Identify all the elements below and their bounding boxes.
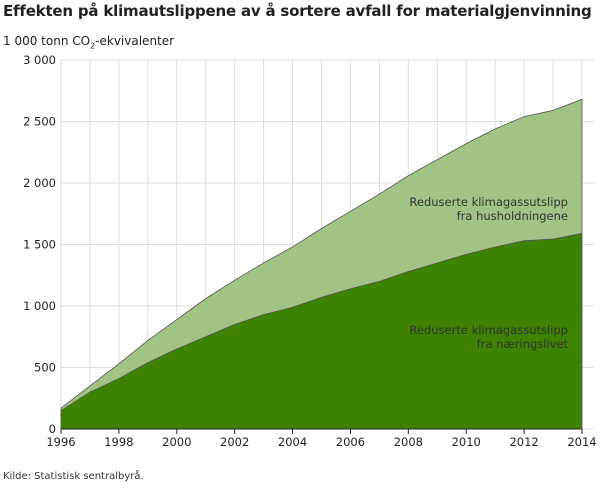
source-note: Kilde: Statistisk sentralbyrå.: [3, 471, 144, 482]
series-label: Reduserte klimagassutslipp: [409, 195, 568, 209]
y-tick-label: 1 000: [23, 299, 56, 313]
y-tick-label: 500: [34, 361, 56, 375]
x-tick-label: 2006: [336, 435, 365, 449]
x-tick-label: 2010: [452, 435, 481, 449]
y-tick-label: 0: [49, 422, 56, 436]
y-tick-label: 3 000: [23, 53, 56, 67]
y-tick-label: 2 000: [23, 176, 56, 190]
y-axis-unit: 1 000 tonn CO2-ekvivalenter: [3, 34, 174, 50]
area-chart: 0 500 1 000 1 500 2 000 2 500 3 000 1996 1998 200…: [23, 53, 597, 449]
series-label: fra næringslivet: [477, 337, 569, 351]
x-tick-label: 2012: [509, 435, 538, 449]
series-label: Reduserte klimagassutslipp: [409, 323, 568, 337]
y-tick-label: 1 500: [23, 238, 56, 252]
x-tick-label: 2002: [220, 435, 249, 449]
area-series-households: [60, 98, 583, 412]
unit-prefix: 1 000 tonn CO: [3, 34, 91, 48]
x-tick-label: 2014: [567, 435, 596, 449]
series-label: fra husholdningene: [457, 209, 568, 223]
x-tick-label: 1998: [104, 435, 133, 449]
x-tick-label: 1996: [46, 435, 75, 449]
unit-suffix: -ekvivalenter: [95, 34, 175, 48]
x-tick-label: 2008: [394, 435, 423, 449]
chart-title: Effekten på klimautslippene av å sortere…: [3, 2, 592, 20]
x-tick-label: 2000: [162, 435, 191, 449]
x-tick-label: 2004: [278, 435, 307, 449]
y-tick-label: 2 500: [23, 115, 56, 129]
unit-subscript: 2: [90, 41, 96, 51]
